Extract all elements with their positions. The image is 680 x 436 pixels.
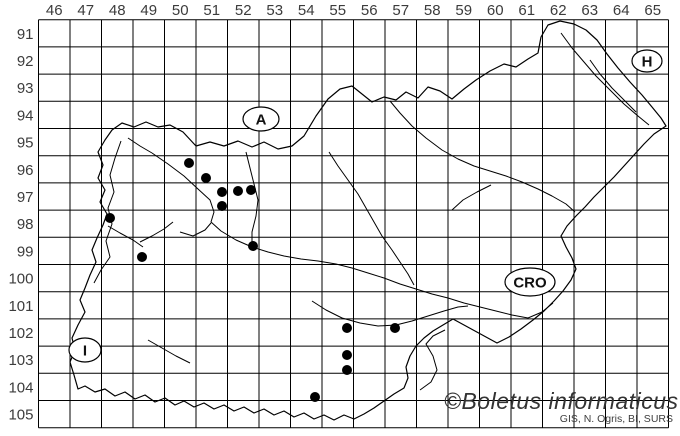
column-label: 58 <box>424 2 441 19</box>
row-label: 102 <box>8 325 33 342</box>
country-outline <box>69 20 667 421</box>
column-label: 64 <box>613 2 630 19</box>
column-label: 47 <box>77 2 94 19</box>
row-label: 101 <box>8 298 33 315</box>
column-label: 56 <box>361 2 378 19</box>
slovenia-border <box>69 20 667 421</box>
country-label-italy: I <box>68 337 102 363</box>
column-label: 65 <box>644 2 661 19</box>
column-label: 46 <box>46 2 63 19</box>
row-label: 95 <box>17 135 34 152</box>
neighbor-country-labels: A H CRO I <box>68 49 663 363</box>
row-label: 97 <box>17 189 34 206</box>
river-line <box>107 225 144 248</box>
river-line <box>147 339 191 364</box>
country-label-austria: A <box>242 106 280 132</box>
river-line <box>389 100 576 213</box>
mtb-grid <box>38 19 669 429</box>
country-label-text: A <box>256 112 267 129</box>
river-line <box>151 152 554 319</box>
column-label: 48 <box>109 2 126 19</box>
credit-text: ©Boletus informaticus <box>444 388 679 414</box>
row-label: 96 <box>17 162 34 179</box>
occurrence-dot <box>217 187 227 197</box>
country-label-ellipse <box>504 267 556 297</box>
column-label: 57 <box>392 2 409 19</box>
column-label: 54 <box>298 2 315 19</box>
column-label: 51 <box>203 2 220 19</box>
country-label-text: H <box>642 54 653 71</box>
river-line <box>419 329 446 391</box>
occurrence-dots <box>105 158 400 402</box>
occurrence-dot <box>390 323 400 333</box>
occurrence-dot <box>342 323 352 333</box>
row-label: 98 <box>17 216 34 233</box>
row-label: 100 <box>8 271 33 288</box>
occurrence-dot <box>184 158 194 168</box>
country-label-hungary: H <box>631 49 663 73</box>
occurrence-dot <box>217 201 227 211</box>
row-label: 103 <box>8 352 33 369</box>
country-label-text: I <box>83 343 87 360</box>
occurrence-dot <box>105 213 115 223</box>
row-label: 92 <box>17 53 34 70</box>
column-label: 50 <box>172 2 189 19</box>
occurrence-dot <box>342 365 352 375</box>
column-label: 61 <box>518 2 535 19</box>
river-line <box>451 184 492 211</box>
column-label: 59 <box>455 2 472 19</box>
country-label-ellipse <box>631 49 663 73</box>
row-label: 94 <box>17 107 34 124</box>
river-line <box>589 59 637 113</box>
river-line <box>560 32 650 126</box>
row-label: 91 <box>17 26 34 43</box>
row-label: 105 <box>8 407 33 424</box>
column-label: 49 <box>140 2 157 19</box>
attribution-text: GIS, N. Ogris, BI, SURS <box>559 413 673 425</box>
row-label: 99 <box>17 243 34 260</box>
country-label-ellipse <box>68 337 102 363</box>
row-label: 93 <box>17 80 34 97</box>
grid-tick-labels: 46 47 48 49 50 51 52 53 54 55 56 57 58 59 60 61 62 63 64 65… <box>8 2 661 424</box>
occurrence-dot <box>310 392 320 402</box>
country-label-text: CRO <box>513 275 547 292</box>
river-line <box>127 137 153 154</box>
row-label: 104 <box>8 379 33 396</box>
river-line <box>139 221 174 243</box>
column-label: 55 <box>329 2 346 19</box>
occurrence-dot <box>248 241 258 251</box>
column-label: 63 <box>581 2 598 19</box>
occurrence-dot <box>246 185 256 195</box>
river-line <box>245 151 259 246</box>
column-label: 62 <box>550 2 567 19</box>
country-label-croatia: CRO <box>504 267 556 297</box>
occurrence-dot <box>201 173 211 183</box>
column-label: 53 <box>266 2 283 19</box>
column-label: 60 <box>487 2 504 19</box>
occurrence-dot <box>342 350 352 360</box>
river-line <box>179 222 212 237</box>
country-label-ellipse <box>242 106 280 132</box>
column-label: 52 <box>235 2 252 19</box>
river-line <box>311 300 469 327</box>
occurrence-dot <box>233 186 243 196</box>
river-line <box>328 151 415 286</box>
river-line <box>93 140 122 284</box>
occurrence-dot <box>137 252 147 262</box>
